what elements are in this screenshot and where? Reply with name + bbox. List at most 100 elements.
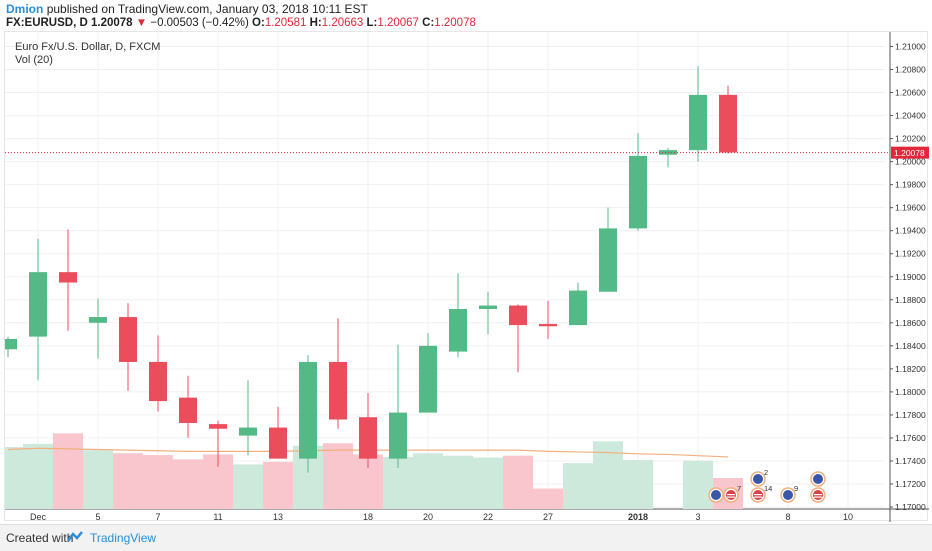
y-tick-label: 1.17400 (895, 456, 926, 466)
volume-bar (413, 453, 443, 509)
y-tick-label: 1.17800 (895, 410, 926, 420)
y-tick-label: 1.20400 (895, 111, 926, 121)
candle-body[interactable] (209, 424, 227, 429)
event-count-badge: 7 (737, 484, 741, 493)
low-label: L: (366, 17, 378, 29)
x-tick-label: 7 (155, 512, 160, 522)
volume-legend: Vol (20) (15, 54, 53, 66)
flag-stripe (727, 496, 735, 498)
candle-body[interactable] (479, 305, 497, 309)
event-count-badge: 2 (764, 468, 768, 477)
flag-stripe (754, 494, 762, 496)
x-tick-label: 5 (95, 512, 100, 522)
candle-body[interactable] (299, 361, 317, 459)
candle-body[interactable] (239, 427, 257, 436)
volume-bar (143, 455, 173, 509)
x-tick-label: 3 (695, 512, 700, 522)
flag-stripe (814, 496, 822, 498)
created-with-label: Created with (6, 531, 74, 545)
volume-bar (593, 441, 623, 509)
x-tick-label: 22 (483, 512, 493, 522)
y-tick-label: 1.20800 (895, 65, 926, 75)
volume-bar (563, 463, 593, 509)
flag-stripe (814, 494, 822, 496)
volume-bar (5, 447, 23, 509)
volume-bar (323, 443, 353, 509)
candle-body[interactable] (389, 412, 407, 459)
candle-body[interactable] (59, 272, 77, 283)
published-text: published on TradingView.com, January 03… (46, 2, 368, 16)
flag-stripe (754, 496, 762, 498)
current-price-tag (891, 146, 929, 159)
y-tick-label: 1.19800 (895, 180, 926, 190)
author-link[interactable]: Dmion (6, 2, 44, 16)
chart-legend-title: Euro Fx/U.S. Dollar, D, FXCM (15, 41, 161, 53)
flag-fill (813, 474, 823, 484)
y-tick-label: 1.20600 (895, 88, 926, 98)
candle-body[interactable] (119, 317, 137, 362)
candle-body[interactable] (419, 345, 437, 413)
candle-body[interactable] (539, 323, 557, 327)
volume-bar (23, 443, 53, 509)
candle-body[interactable] (329, 361, 347, 420)
candle-body[interactable] (449, 308, 467, 352)
candle-body[interactable] (569, 290, 587, 326)
candle-body[interactable] (359, 417, 377, 459)
publish-line: Dmion published on TradingView.com, Janu… (6, 2, 368, 16)
y-tick-label: 1.20200 (895, 134, 926, 144)
current-price-label: 1.20078 (894, 148, 925, 158)
x-tick-label: 13 (273, 512, 283, 522)
event-count-badge: 9 (794, 484, 798, 493)
candle-body[interactable] (149, 361, 167, 402)
candle-body[interactable] (5, 338, 17, 350)
volume-bar (533, 488, 563, 509)
footer-bar: Created with TradingView (0, 524, 932, 551)
volume-bar (83, 450, 113, 509)
price-change: −0.00503 (−0.42%) (150, 17, 249, 29)
low-value: 1.20067 (377, 17, 419, 29)
volume-bar (503, 455, 533, 509)
volume-bar (443, 455, 473, 509)
y-tick-label: 1.17200 (895, 479, 926, 489)
volume-bar (263, 461, 293, 509)
candle-body[interactable] (719, 94, 737, 153)
candle-body[interactable] (269, 427, 287, 459)
last-price: 1.20078 (90, 17, 133, 29)
volume-bar (683, 460, 713, 509)
price-chart[interactable]: 1.21000 1.20800 1.20600 1.20400 1.20200 1.200… (5, 32, 929, 522)
chart-frame[interactable]: 1.21000 1.20800 1.20600 1.20400 1.20200 1.200… (4, 31, 929, 522)
flag-fill (711, 490, 721, 500)
tradingview-brand-link[interactable]: TradingView (90, 531, 157, 545)
y-tick-label: 1.17000 (895, 502, 926, 512)
y-tick-label: 1.20000 (895, 157, 926, 167)
close-value: 1.20078 (434, 17, 476, 29)
y-tick-label: 1.19000 (895, 272, 926, 282)
volume-bar (113, 453, 143, 509)
symbol-label: FX:EURUSD, D (6, 17, 88, 29)
candle-body[interactable] (89, 317, 107, 323)
flag-stripe (727, 494, 735, 496)
down-arrow-icon: ▼ (135, 17, 148, 29)
x-tick-label: 27 (543, 512, 553, 522)
candle-body[interactable] (179, 397, 197, 423)
open-label: O: (252, 17, 265, 29)
candle-body[interactable] (509, 305, 527, 326)
volume-bar (53, 433, 83, 509)
open-value: 1.20581 (264, 17, 307, 29)
candle-body[interactable] (599, 228, 617, 292)
candle-body[interactable] (29, 272, 47, 337)
x-tick-label: 11 (213, 512, 222, 522)
y-tick-label: 1.19600 (895, 203, 926, 213)
high-label: H: (309, 17, 322, 29)
x-tick-label: Dec (30, 512, 47, 522)
x-tick-label: 2018 (628, 512, 648, 522)
y-tick-label: 1.18800 (895, 295, 926, 305)
x-tick-label: 10 (843, 512, 853, 522)
candle-body[interactable] (629, 155, 647, 229)
y-tick-label: 1.19200 (895, 249, 926, 259)
volume-bar (623, 460, 653, 509)
quote-line: FX:EURUSD, D 1.20078 ▼ −0.00503 (−0.42%)… (6, 17, 476, 29)
candle-body[interactable] (689, 94, 707, 151)
y-tick-label: 1.21000 (895, 42, 926, 52)
x-tick-label: 20 (423, 512, 433, 522)
